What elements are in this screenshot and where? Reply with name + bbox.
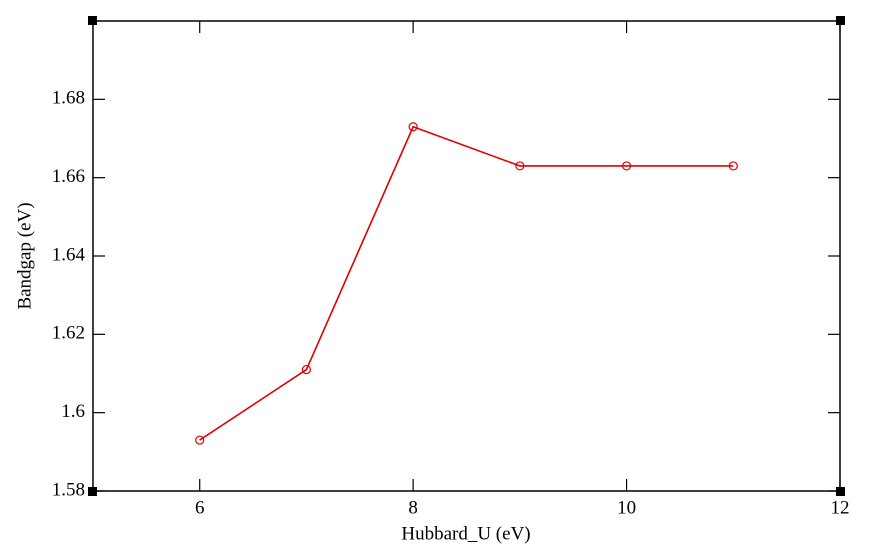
y-tick-label: 1.66 [52, 166, 85, 187]
data-point [515, 161, 525, 171]
data-point [408, 122, 418, 132]
data-point [301, 364, 312, 375]
data-point [621, 161, 632, 171]
y-axis-label: Bandgap (eV) [14, 202, 35, 309]
x-tick-label: 6 [195, 497, 205, 518]
corner-handle [836, 16, 845, 25]
x-tick-label: 10 [617, 497, 636, 518]
corner-handle [88, 16, 97, 25]
x-tick-label: 12 [831, 497, 850, 518]
plot-frame [92, 20, 841, 492]
data-point [195, 435, 205, 445]
x-axis-label: Hubbard_U (eV) [401, 523, 530, 544]
y-tick-label: 1.6 [61, 401, 85, 422]
y-tick-label: 1.62 [52, 323, 85, 344]
y-tick-label: 1.68 [52, 88, 85, 109]
data-point [728, 161, 738, 171]
data-line [199, 125, 734, 441]
y-tick-label: 1.64 [52, 244, 86, 265]
corner-handle [836, 487, 845, 496]
x-tick-label: 8 [408, 497, 418, 518]
corner-handle [88, 487, 97, 496]
y-tick-label: 1.58 [52, 479, 85, 500]
